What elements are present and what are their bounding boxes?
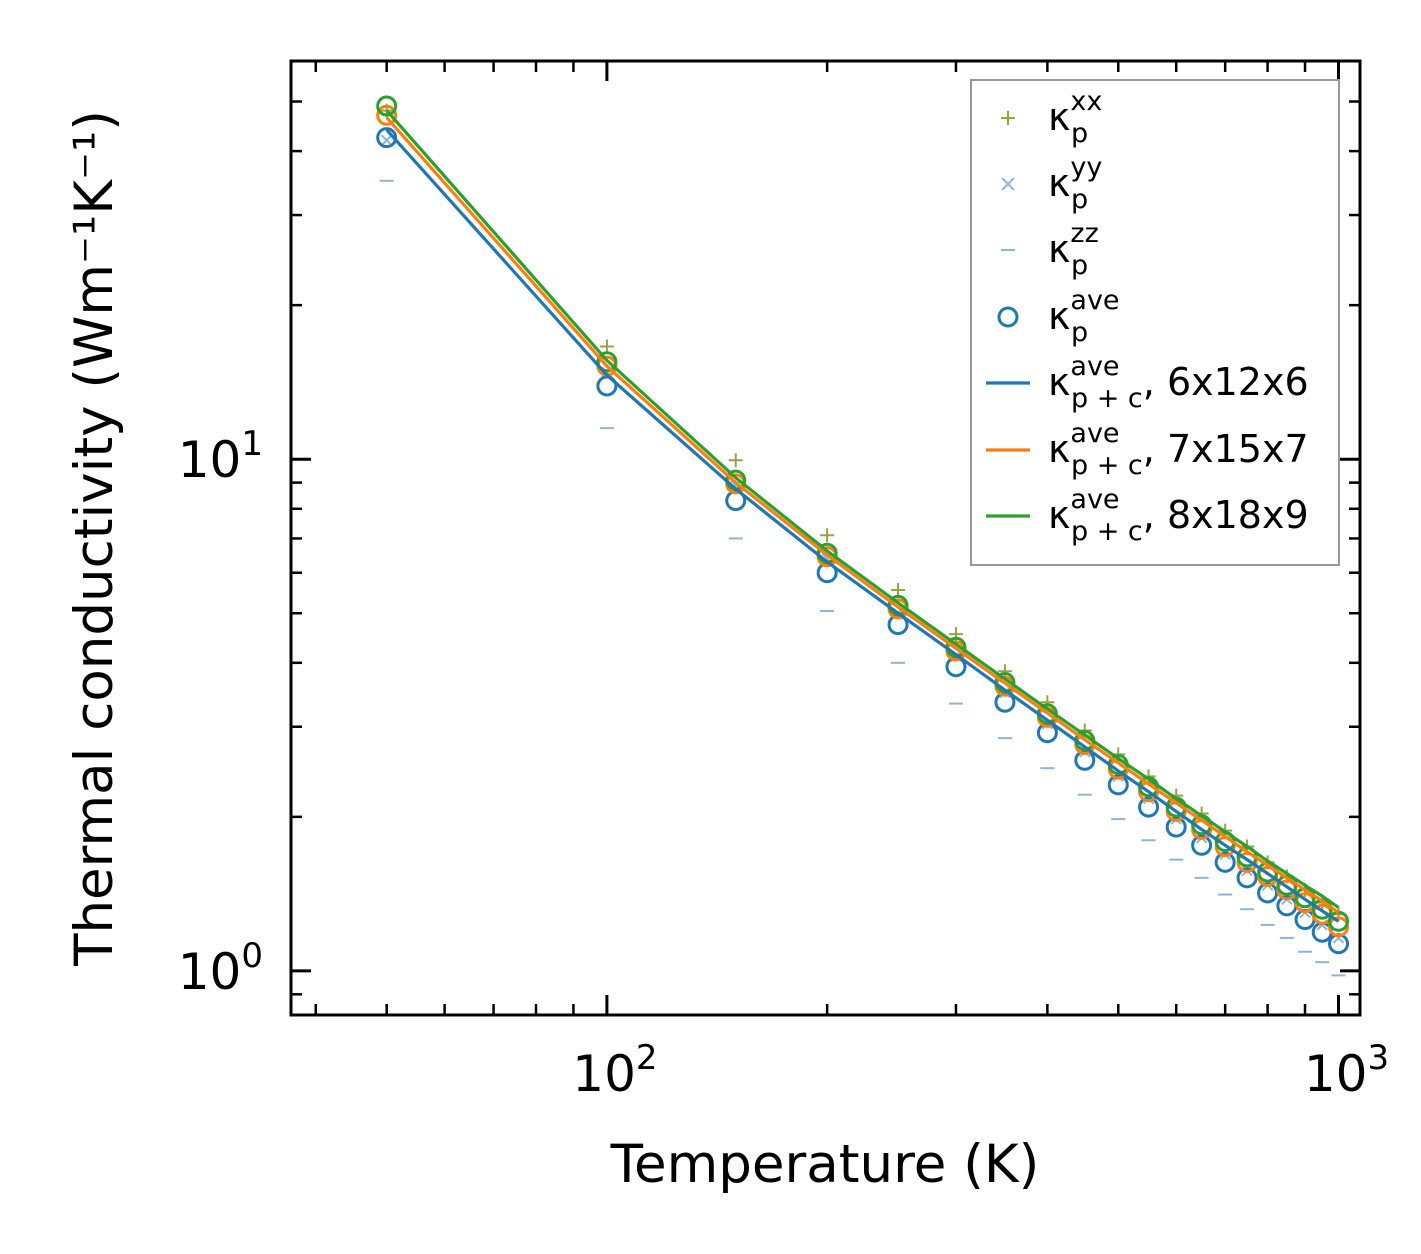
legend-label: κave p	[1048, 285, 1120, 348]
legend-entry: κave p	[997, 285, 1120, 348]
series-p-c-7x15x7	[385, 116, 1340, 914]
legend-entry: κave p + c, 8x18x9	[986, 484, 1309, 547]
y-tick-label: 101	[178, 424, 263, 489]
series-p-c-8x18x9	[385, 109, 1340, 909]
x-tick-label: 103	[1304, 1038, 1389, 1103]
x-axis-title: Temperature (K)	[610, 1134, 1040, 1195]
legend-handle	[1001, 177, 1015, 191]
legend-entry: κzz p	[1001, 218, 1099, 281]
axis-ticks	[291, 61, 1360, 1015]
legend-label: κzz p	[1048, 218, 1099, 281]
legend-label: κave p + c, 7x15x7	[1048, 418, 1309, 481]
data-point	[596, 351, 618, 373]
legend-label: κyy p	[1048, 152, 1102, 215]
data-point	[1191, 834, 1213, 856]
data-point	[1236, 867, 1258, 889]
chart-marks	[376, 95, 1350, 977]
data-point	[1214, 851, 1236, 873]
series-zz	[379, 179, 1346, 977]
legend-box	[970, 79, 1340, 566]
data-point	[376, 104, 398, 126]
legend-entry: κave p + c, 6x12x6	[986, 351, 1309, 414]
axis-tick-labels: 102 103 100 101	[178, 424, 1389, 1103]
data-point	[376, 95, 398, 117]
y-axis-title: Thermal conductivity (Wm⁻¹K⁻¹)	[64, 110, 125, 967]
y-tick-label: 100	[178, 936, 263, 1001]
legend-entry: κave p + c, 7x15x7	[986, 418, 1309, 481]
series-p-c-6x12x6	[385, 128, 1340, 923]
series-line	[385, 116, 1340, 914]
series-line	[385, 128, 1340, 923]
data-point	[380, 134, 393, 146]
data-point	[1074, 749, 1096, 771]
data-point	[599, 339, 614, 354]
data-point	[728, 453, 743, 468]
legend-entry: κxx p	[1001, 86, 1102, 149]
data-point	[1107, 774, 1129, 796]
x-tick-label: 102	[572, 1038, 657, 1103]
series-line	[385, 109, 1340, 909]
legend-entry: κyy p	[1001, 152, 1102, 215]
data-point	[1165, 816, 1187, 838]
legend-label: κave p + c, 6x12x6	[1048, 351, 1309, 414]
data-point	[1138, 796, 1160, 818]
legend-label: κave p + c, 8x18x9	[1048, 484, 1309, 547]
data-point	[994, 691, 1016, 713]
legend-label: κxx p	[1048, 86, 1102, 149]
data-point	[891, 583, 906, 598]
data-point	[820, 528, 835, 543]
legend-handle	[1001, 111, 1015, 125]
legend-handle	[997, 306, 1019, 328]
